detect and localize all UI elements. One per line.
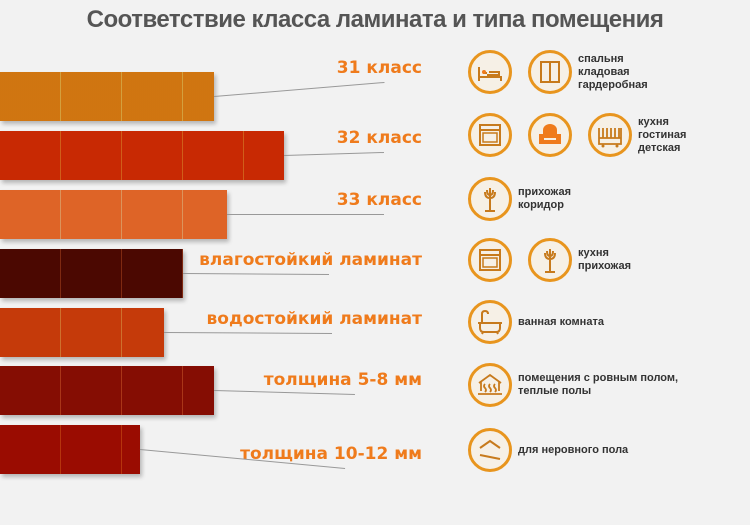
- laminate-plank: [0, 308, 164, 357]
- connector-line: [214, 82, 385, 97]
- page-title: Соответствие класса ламината и типа поме…: [86, 6, 664, 33]
- connector-line: [227, 214, 384, 215]
- laminate-class-label: 33 класс: [336, 190, 422, 210]
- room-list: спальня кладовая гардеробная: [578, 53, 648, 92]
- bed-icon: [468, 50, 512, 94]
- armchair-icon: [528, 113, 572, 157]
- room-name: ванная комната: [518, 315, 604, 328]
- crib-icon: [588, 113, 632, 157]
- laminate-class-label: толщина 5-8 мм: [263, 370, 422, 390]
- laminate-class-label: влагостойкий ламинат: [199, 250, 422, 270]
- laminate-plank: [0, 131, 284, 180]
- room-name: гардеробная: [578, 78, 648, 91]
- laminate-class-label: толщина 10-12 мм: [240, 444, 422, 464]
- room-list: кухня прихожая: [578, 247, 631, 273]
- connector-line: [213, 390, 355, 395]
- coat-rack-icon: [468, 177, 512, 221]
- connector-line: [163, 332, 332, 334]
- laminate-class-label: водостойкий ламинат: [206, 309, 422, 329]
- laminate-plank: [0, 425, 140, 474]
- connector-line: [182, 273, 329, 275]
- room-name: гостиная: [638, 128, 687, 141]
- room-name: прихожая: [578, 260, 632, 272]
- laminate-plank: [0, 249, 183, 298]
- oven-icon: [468, 113, 512, 157]
- oven-icon: [468, 238, 512, 282]
- room-list: помещения с ровным полом, теплые полы: [518, 372, 678, 398]
- heated-floor-icon: [468, 363, 512, 407]
- coat-rack-icon: [528, 238, 572, 282]
- room-name: теплые полы: [518, 385, 592, 397]
- wardrobe-icon: [528, 50, 572, 94]
- laminate-plank: [0, 72, 214, 121]
- room-name: помещения с ровным полом,: [518, 372, 679, 384]
- room-list: для неровного пола: [518, 444, 628, 457]
- connector-line: [284, 152, 385, 156]
- room-name: прихожая: [518, 186, 572, 198]
- room-list: ванная комната: [518, 316, 604, 329]
- room-name: для неровного пола: [518, 443, 629, 456]
- room-name: кухня: [578, 247, 609, 259]
- uneven-floor-icon: [468, 428, 512, 472]
- room-name: кухня: [638, 115, 669, 128]
- laminate-plank: [0, 190, 227, 239]
- laminate-class-label: 31 класс: [336, 58, 422, 78]
- room-name: детская: [638, 141, 681, 154]
- room-name: кладовая: [578, 65, 630, 78]
- bathtub-icon: [468, 300, 512, 344]
- room-name: спальня: [578, 52, 624, 65]
- laminate-class-label: 32 класс: [336, 128, 422, 148]
- room-name: коридор: [518, 199, 564, 211]
- room-list: прихожая коридор: [518, 186, 571, 212]
- room-list: кухня гостиная детская: [638, 116, 686, 155]
- laminate-plank: [0, 366, 214, 415]
